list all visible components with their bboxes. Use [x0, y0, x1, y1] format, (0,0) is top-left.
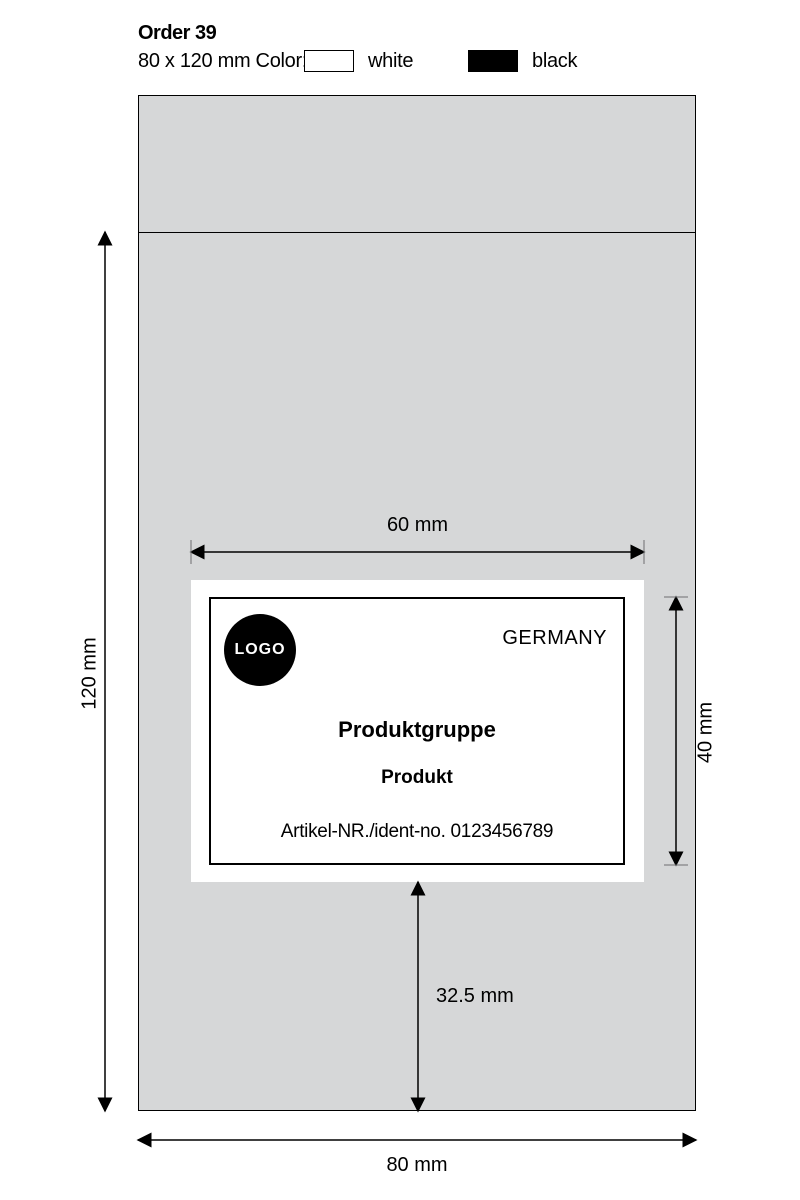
swatch-black-label: black	[532, 50, 577, 73]
logo-text: LOGO	[234, 641, 285, 659]
size-color-label: 80 x 120 mm Color:	[138, 50, 307, 73]
article-number: Artikel-NR./ident-no. 0123456789	[211, 821, 623, 843]
product-name: Produkt	[211, 767, 623, 789]
flap-line	[138, 232, 696, 233]
dimension-label-width	[176, 532, 659, 572]
dimension-offset-bottom	[398, 867, 438, 1126]
logo-badge: LOGO	[224, 614, 296, 686]
dimension-label-height-label: 40 mm	[695, 693, 718, 773]
dimension-label-height	[656, 582, 696, 880]
swatch-black	[468, 50, 518, 72]
dimension-width-label: 80 mm	[367, 1154, 467, 1177]
product-group: Produktgruppe	[211, 717, 623, 743]
swatch-white-label: white	[368, 50, 413, 73]
order-title: Order 39	[138, 22, 216, 45]
swatch-white	[304, 50, 354, 72]
dimension-height-label: 120 mm	[79, 633, 102, 713]
dimension-label-width-label: 60 mm	[368, 514, 468, 537]
dimension-offset-bottom-label: 32.5 mm	[436, 985, 536, 1008]
country-text: GERMANY	[502, 627, 607, 650]
